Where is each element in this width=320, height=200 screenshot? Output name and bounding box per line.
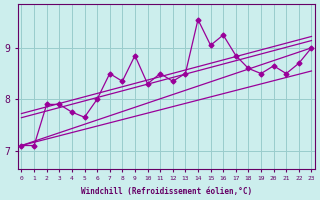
X-axis label: Windchill (Refroidissement éolien,°C): Windchill (Refroidissement éolien,°C) bbox=[81, 187, 252, 196]
